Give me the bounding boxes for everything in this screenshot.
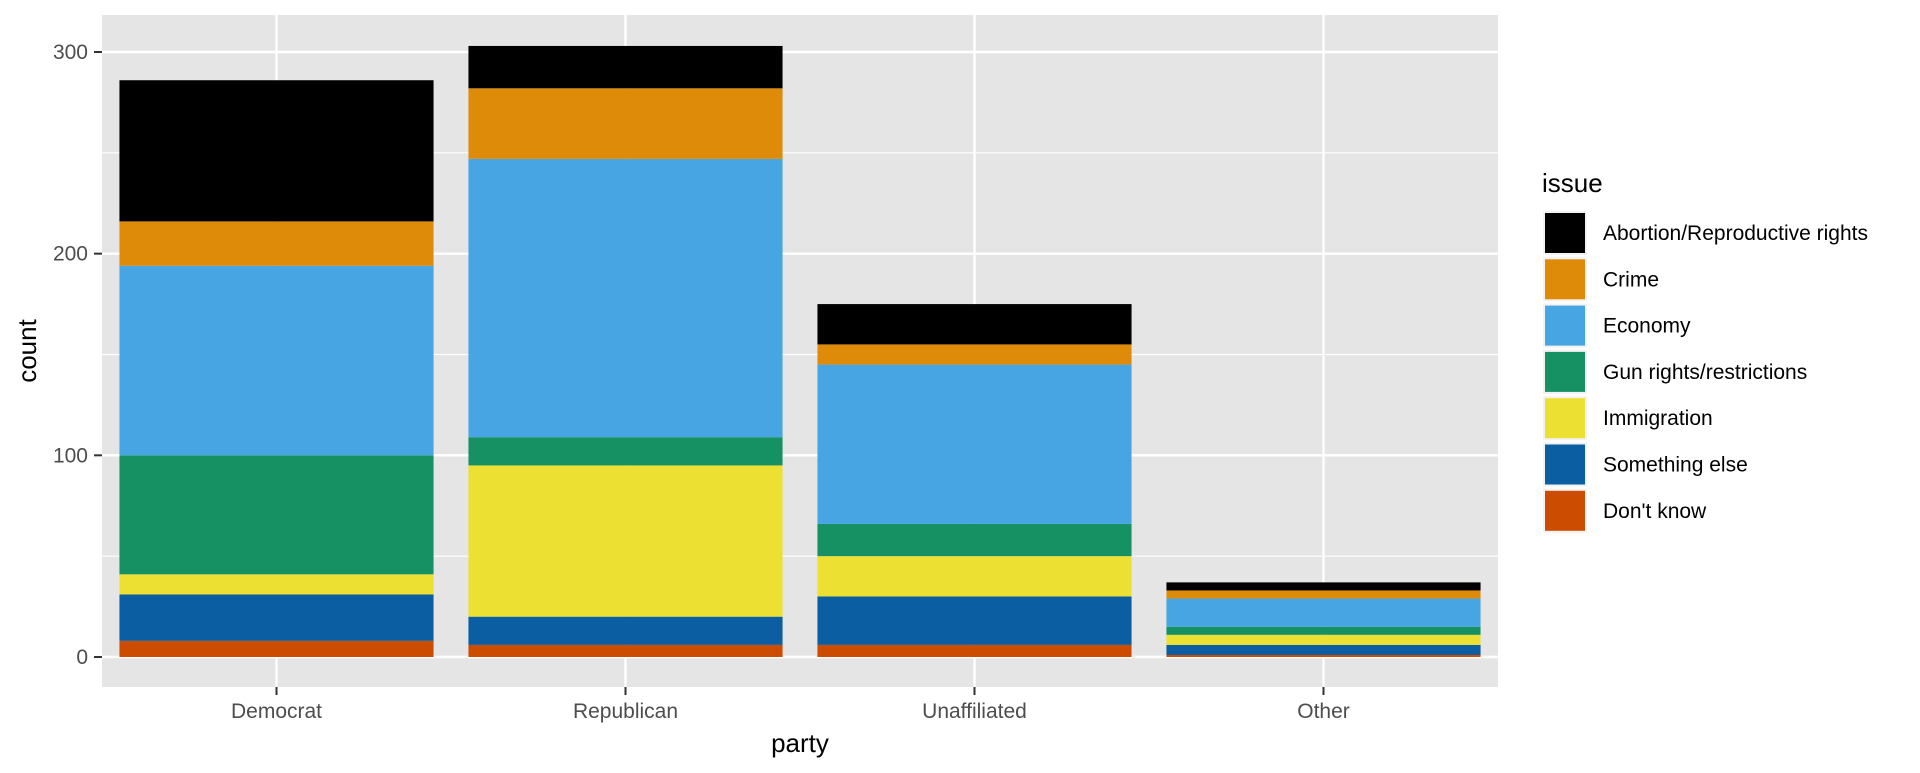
- bar-segment: [119, 265, 434, 456]
- legend-swatch: [1545, 305, 1585, 346]
- bar-segment: [1166, 654, 1481, 657]
- x-tick-label: Democrat: [231, 700, 322, 723]
- y-tick-label: 100: [53, 444, 88, 467]
- bar-segment: [1166, 590, 1481, 599]
- y-axis-label: count: [12, 318, 42, 382]
- bar-segment: [468, 616, 783, 645]
- bar-segment: [468, 437, 783, 466]
- bar-segment: [1166, 644, 1481, 655]
- bar-segment: [817, 556, 1132, 597]
- y-tick-label: 0: [76, 646, 88, 669]
- bar-segment: [1166, 626, 1481, 635]
- legend-items: Abortion/Reproductive rights Crime Economy…: [1543, 211, 1868, 533]
- bar-segment: [817, 596, 1132, 645]
- legend-title: issue: [1542, 168, 1603, 198]
- bar-segment: [1166, 598, 1481, 627]
- legend-label: Gun rights/restrictions: [1603, 361, 1807, 384]
- bar-segment: [817, 364, 1132, 524]
- bar-segment: [468, 158, 783, 438]
- bar-segment: [1166, 582, 1481, 591]
- legend-swatch: [1545, 490, 1585, 531]
- legend-label: Crime: [1603, 268, 1659, 291]
- legend-label: Immigration: [1603, 407, 1713, 430]
- legend-label: Something else: [1603, 454, 1748, 477]
- legend-swatch: [1545, 259, 1585, 300]
- y-tick-label: 200: [53, 243, 88, 266]
- x-tick-label: Republican: [573, 700, 678, 723]
- bar-segment: [468, 465, 783, 617]
- legend: issue Abortion/Reproductive rights Crime E…: [1542, 168, 1868, 533]
- x-tick-label: Unaffiliated: [922, 700, 1027, 723]
- legend-label: Abortion/Reproductive rights: [1603, 222, 1868, 245]
- bar-segment: [817, 523, 1132, 557]
- bar-segment: [119, 594, 434, 641]
- bar-segment: [817, 644, 1132, 657]
- legend-swatch: [1545, 351, 1585, 392]
- bar-segment: [1166, 634, 1481, 645]
- bar-segment: [817, 304, 1132, 345]
- x-tick-label: Other: [1297, 700, 1350, 723]
- x-axis-label: party: [771, 728, 829, 758]
- x-axis: Democrat Republican Unaffiliated Other: [231, 687, 1350, 723]
- y-tick-label: 300: [53, 41, 88, 64]
- y-axis: 0 100 200 300: [53, 41, 102, 669]
- legend-swatch: [1545, 213, 1585, 253]
- bar-segment: [119, 455, 434, 575]
- bar-segment: [468, 88, 783, 159]
- bar-segment: [119, 221, 434, 266]
- legend-swatch: [1545, 444, 1585, 485]
- bar-segment: [119, 574, 434, 595]
- bars: [119, 45, 1481, 657]
- legend-swatch: [1545, 398, 1585, 439]
- bar-segment: [468, 644, 783, 657]
- legend-label: Don't know: [1603, 500, 1707, 523]
- legend-label: Economy: [1603, 315, 1691, 338]
- bar-segment: [468, 45, 783, 89]
- bar-segment: [817, 344, 1132, 365]
- bar-segment: [119, 640, 434, 657]
- bar-segment: [119, 80, 434, 222]
